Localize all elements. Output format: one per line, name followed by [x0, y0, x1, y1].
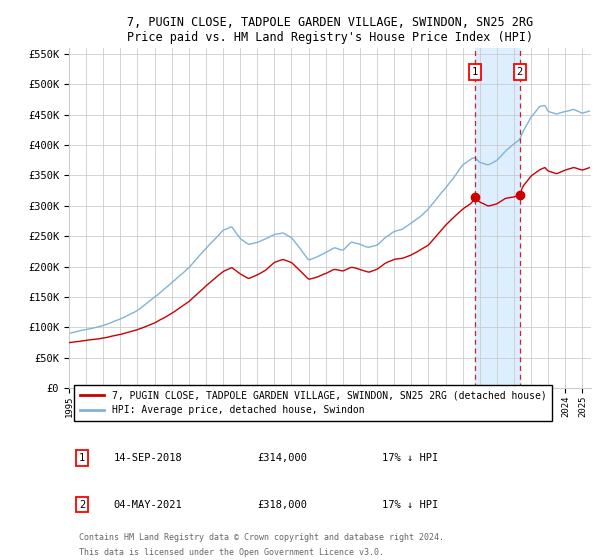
Text: 1: 1	[472, 67, 478, 77]
Text: 2: 2	[517, 67, 523, 77]
Text: £314,000: £314,000	[257, 453, 307, 463]
Text: 14-SEP-2018: 14-SEP-2018	[113, 453, 182, 463]
Text: 17% ↓ HPI: 17% ↓ HPI	[382, 453, 439, 463]
Text: Contains HM Land Registry data © Crown copyright and database right 2024.: Contains HM Land Registry data © Crown c…	[79, 533, 445, 542]
Text: 2: 2	[79, 500, 85, 510]
Text: 1: 1	[79, 453, 85, 463]
Text: 17% ↓ HPI: 17% ↓ HPI	[382, 500, 439, 510]
Title: 7, PUGIN CLOSE, TADPOLE GARDEN VILLAGE, SWINDON, SN25 2RG
Price paid vs. HM Land: 7, PUGIN CLOSE, TADPOLE GARDEN VILLAGE, …	[127, 16, 533, 44]
Legend: 7, PUGIN CLOSE, TADPOLE GARDEN VILLAGE, SWINDON, SN25 2RG (detached house), HPI:: 7, PUGIN CLOSE, TADPOLE GARDEN VILLAGE, …	[74, 385, 553, 421]
Text: This data is licensed under the Open Government Licence v3.0.: This data is licensed under the Open Gov…	[79, 548, 385, 557]
Text: £318,000: £318,000	[257, 500, 307, 510]
Bar	[475, 48, 520, 388]
Text: 04-MAY-2021: 04-MAY-2021	[113, 500, 182, 510]
